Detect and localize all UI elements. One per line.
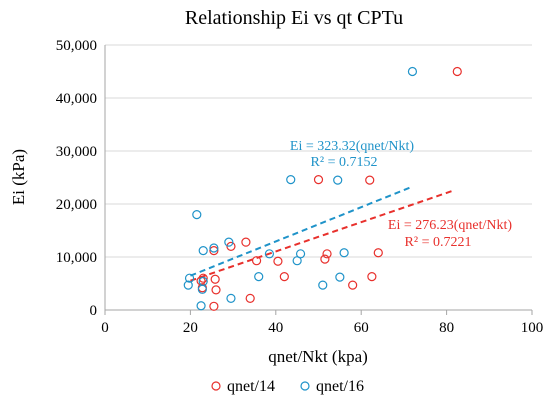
trend-equation-qnet16: Ei = 323.32(qnet/Nkt) <box>290 139 414 154</box>
point-qnet14 <box>348 280 358 290</box>
point-qnet16 <box>318 280 328 290</box>
legend-marker-qnet16 <box>300 381 310 391</box>
x-tick-label: 40 <box>268 320 283 336</box>
point-qnet16 <box>184 273 195 283</box>
y-tick-label: 50,000 <box>56 38 97 54</box>
point-qnet14 <box>209 301 219 311</box>
legend-item-qnet16: qnet/16 <box>300 378 364 395</box>
x-axis-title: qnet/Nkt (kpa) <box>268 347 368 366</box>
point-qnet16 <box>196 301 206 311</box>
point-qnet16 <box>226 293 236 303</box>
trend-r2-qnet14: R² = 0.7221 <box>405 235 472 250</box>
point-qnet16 <box>264 249 274 259</box>
point-qnet14 <box>198 273 208 283</box>
point-qnet16 <box>339 248 349 258</box>
point-qnet16 <box>192 210 202 220</box>
point-qnet16 <box>198 276 208 286</box>
point-qnet14 <box>313 175 324 185</box>
point-qnet14 <box>322 249 332 259</box>
point-qnet14 <box>452 66 462 77</box>
x-tick-label: 100 <box>521 320 544 336</box>
point-qnet16 <box>295 249 306 259</box>
point-qnet14 <box>279 272 289 282</box>
point-qnet14 <box>245 293 255 303</box>
x-tick-label: 20 <box>183 320 198 336</box>
y-tick-labels: 0 10,000 20,000 30,000 40,000 50,000 <box>56 38 97 319</box>
point-qnet14 <box>373 248 383 258</box>
point-qnet16 <box>407 66 418 77</box>
point-qnet14 <box>273 256 283 266</box>
legend-item-qnet14: qnet/14 <box>211 378 275 395</box>
y-tick-label: 10,000 <box>56 250 97 266</box>
legend-marker-qnet14 <box>211 381 221 391</box>
point-qnet16 <box>254 272 264 282</box>
data-points <box>183 66 462 311</box>
x-tick-label: 60 <box>354 320 369 336</box>
axes <box>104 45 533 315</box>
point-qnet14 <box>211 285 221 295</box>
point-qnet14 <box>320 254 330 264</box>
x-tick-labels: 0 20 40 60 80 100 <box>101 320 543 336</box>
point-qnet14 <box>226 241 236 251</box>
y-tick-label: 20,000 <box>56 197 97 213</box>
point-qnet14 <box>367 272 377 282</box>
legend-label-qnet16: qnet/16 <box>316 378 364 395</box>
point-qnet16 <box>333 175 343 185</box>
point-qnet16 <box>335 272 345 282</box>
y-tick-label: 30,000 <box>56 144 97 160</box>
grid-lines <box>105 44 532 258</box>
point-qnet16 <box>198 246 208 256</box>
trend-equation-qnet14: Ei = 276.23(qnet/Nkt) <box>388 218 512 233</box>
legend-label-qnet14: qnet/14 <box>227 378 275 395</box>
x-tick-label: 0 <box>101 320 109 336</box>
point-qnet14 <box>209 246 219 256</box>
y-tick-label: 0 <box>90 303 98 319</box>
point-qnet16 <box>286 175 296 185</box>
y-tick-label: 40,000 <box>56 91 97 107</box>
legend: qnet/14 qnet/16 <box>211 378 364 395</box>
point-qnet16 <box>224 237 234 247</box>
point-qnet16 <box>209 243 219 253</box>
point-qnet14 <box>251 256 262 266</box>
point-qnet14 <box>365 175 375 185</box>
trend-r2-qnet16: R² = 0.7152 <box>311 155 378 170</box>
trendlines <box>190 185 456 282</box>
trendline-qnet14 <box>190 189 456 282</box>
x-tick-label: 80 <box>439 320 454 336</box>
point-qnet16 <box>183 280 193 290</box>
chart-title: Relationship Ei vs qt CPTu <box>185 7 403 29</box>
y-axis-title: Ei (kPa) <box>9 149 28 205</box>
point-qnet14 <box>210 274 220 284</box>
point-qnet14 <box>241 237 251 247</box>
